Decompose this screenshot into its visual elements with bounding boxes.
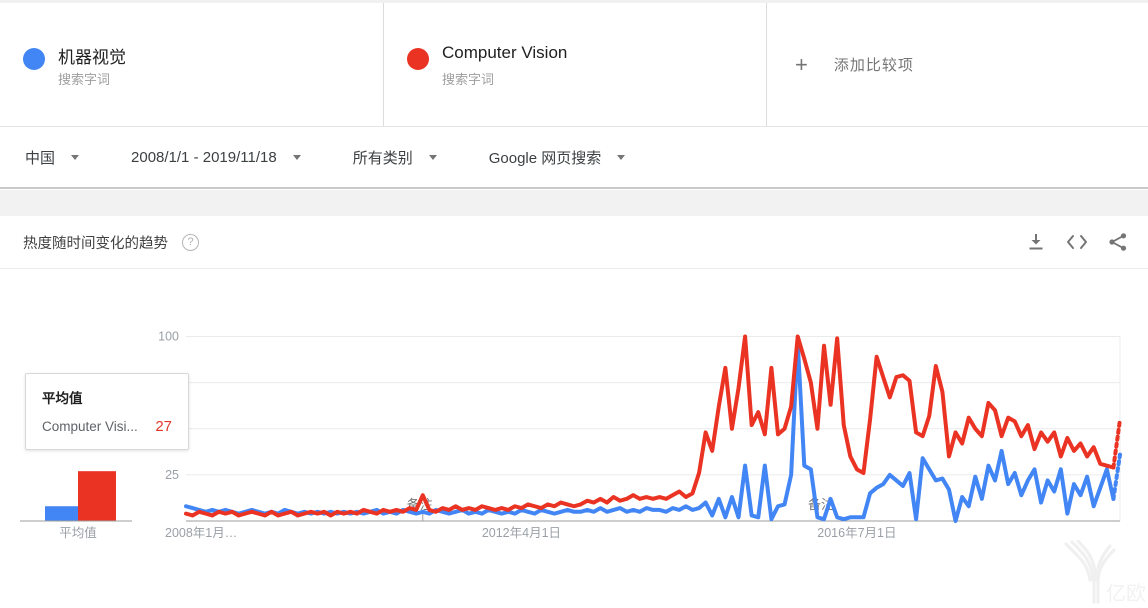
section-divider — [0, 190, 1148, 216]
plus-icon: + — [795, 51, 808, 77]
region-filter-label: 中国 — [25, 150, 56, 167]
category-filter[interactable]: 所有类别 — [353, 147, 437, 168]
chevron-down-icon — [617, 155, 626, 160]
x-axis-tick-label: 2012年4月1日 — [482, 526, 561, 540]
panel-header: 热度随时间变化的趋势 ? — [0, 216, 1148, 269]
tooltip-series-value: 27 — [155, 418, 172, 435]
y-axis-tick-label: 100 — [158, 330, 179, 344]
series-color-dot-red — [407, 48, 429, 70]
series-line-forecast-Computer Vision — [1111, 417, 1122, 470]
search-type-filter[interactable]: Google 网页搜索 — [489, 147, 626, 168]
term-cards-row: 机器视觉 搜索字词 Computer Vision 搜索字词 + 添加比较项 — [0, 0, 1148, 127]
chevron-down-icon — [428, 155, 437, 160]
category-filter-label: 所有类别 — [352, 150, 413, 167]
term-type-label: 搜索字词 — [442, 72, 495, 87]
x-axis-tick-label: 2008年1月… — [165, 526, 237, 540]
panel-actions — [1024, 230, 1130, 254]
tooltip-title: 平均值 — [42, 391, 83, 406]
chevron-down-icon — [71, 155, 80, 160]
help-icon[interactable]: ? — [182, 233, 199, 251]
term-title: 机器视觉 — [58, 48, 126, 67]
averages-mini-bar-chart: 平均值 — [20, 471, 132, 540]
term-card-machine-vision[interactable]: 机器视觉 搜索字词 — [0, 3, 382, 126]
series-color-dot-blue — [23, 48, 45, 70]
y-axis-tick-label: 25 — [165, 468, 179, 482]
yiou-watermark-logo: 亿欧 — [1064, 540, 1146, 605]
average-tooltip: 平均值 Computer Visi... 27 — [25, 373, 189, 450]
tooltip-series-name: Computer Visi... — [42, 419, 138, 434]
interest-over-time-panel: 热度随时间变化的趋势 ? 100 25 2008年1月… 2012年4月1日 2016年… — [0, 216, 1148, 608]
term-type-label: 搜索字词 — [58, 72, 111, 87]
mini-axis-label: 平均值 — [59, 525, 97, 540]
series-line-forecast-机器视觉 — [1111, 452, 1122, 501]
share-icon[interactable] — [1106, 230, 1130, 254]
term-card-computer-vision[interactable]: Computer Vision 搜索字词 — [383, 3, 765, 126]
series-line-Computer Vision — [184, 334, 1116, 518]
search-type-label: Google 网页搜索 — [488, 150, 602, 167]
term-title: Computer Vision — [442, 43, 568, 62]
add-comparison-label: 添加比较项 — [833, 57, 914, 74]
filter-bar: 中国 2008/1/1 - 2019/11/18 所有类别 Google 网页搜… — [0, 128, 1148, 189]
download-icon[interactable] — [1024, 230, 1048, 254]
x-axis-tick-label: 2016年7月1日 — [817, 526, 896, 540]
add-comparison-button[interactable]: + 添加比较项 — [795, 3, 914, 126]
panel-title: 热度随时间变化的趋势 — [23, 235, 168, 252]
date-range-filter[interactable]: 2008/1/1 - 2019/11/18 — [131, 149, 301, 166]
average-bar[interactable] — [45, 506, 78, 521]
embed-icon[interactable] — [1065, 230, 1089, 254]
watermark-text: 亿欧 — [1106, 582, 1146, 605]
date-range-label: 2008/1/1 - 2019/11/18 — [131, 149, 277, 166]
region-filter[interactable]: 中国 — [25, 147, 80, 168]
help-glyph: ? — [187, 236, 194, 248]
add-comparison-card[interactable]: + 添加比较项 — [766, 3, 1148, 126]
tooltip-row: Computer Visi... 27 — [42, 418, 172, 435]
series-line-机器视觉 — [184, 340, 1116, 523]
average-bar[interactable] — [78, 471, 116, 521]
chevron-down-icon — [292, 155, 301, 160]
